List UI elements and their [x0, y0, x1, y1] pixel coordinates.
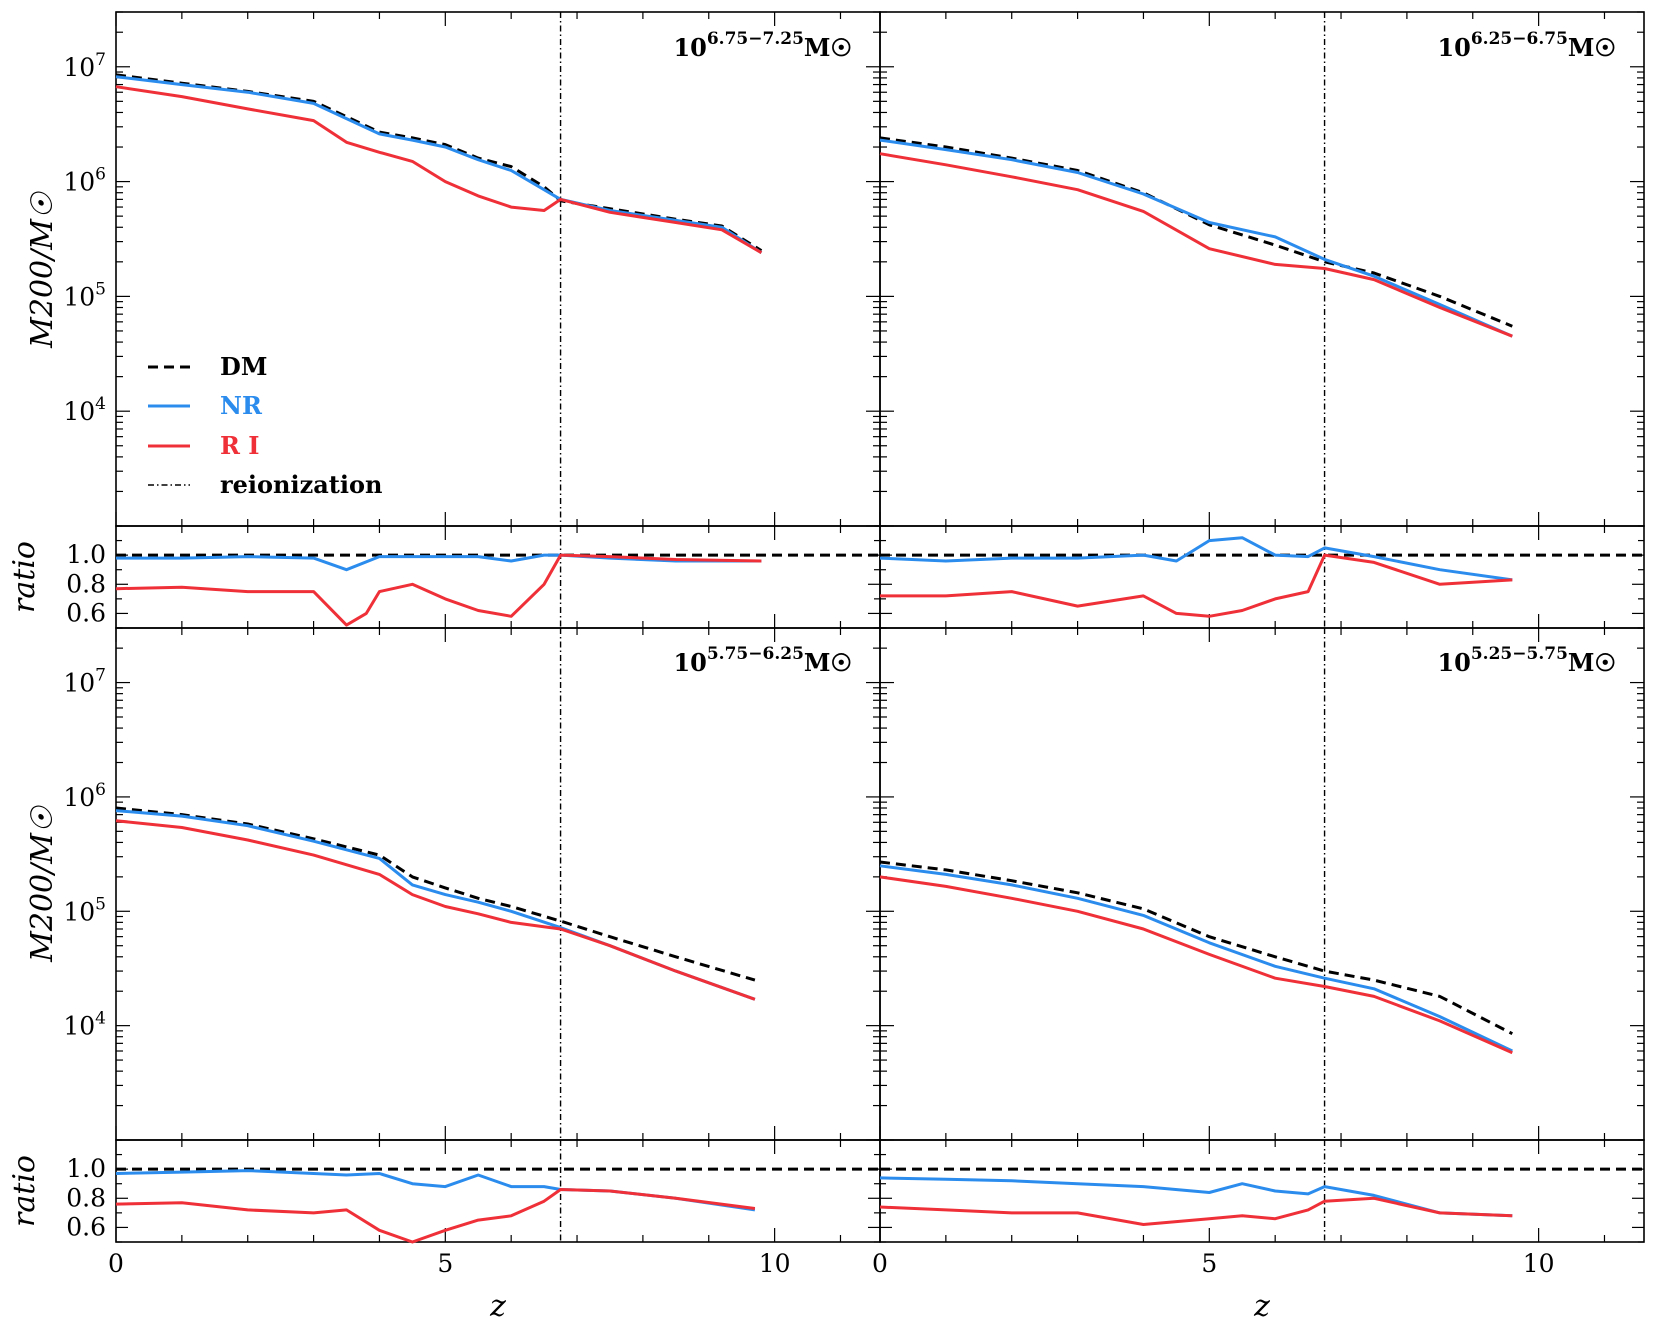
x-tick-label-left: 5	[437, 1249, 453, 1278]
series-ri-top-left	[115, 85, 763, 254]
xlabel-left: z	[489, 1289, 506, 1324]
panel-label-bottom-right: 105.25−5.75M☉	[1437, 644, 1616, 677]
series-nr-top-right	[879, 138, 1513, 338]
y-tick-label-main: 105	[63, 894, 106, 926]
series-dm-bottom-right	[879, 860, 1513, 1036]
axes-frames	[115, 11, 1645, 1243]
y-tick-label-ratio: 0.6	[66, 598, 106, 627]
y-tick-label-ratio: 1.0	[66, 1154, 106, 1183]
legend: DM NR R I reionization	[148, 352, 382, 499]
series-ri-top-right	[879, 152, 1513, 338]
panel-label-bottom-left: 105.75−6.25M☉	[673, 644, 852, 677]
y-tick-label-main: 107	[63, 50, 106, 82]
panel-label-top-right: 106.25−6.75M☉	[1437, 29, 1616, 62]
ylabel-ratio-top: ratio	[7, 541, 42, 613]
legend-nr-label: NR	[220, 391, 263, 420]
ylabel-main-bottom: M200/M☉	[25, 805, 60, 963]
ratio-top-right-frame	[879, 525, 1645, 629]
x-tick-label-right: 10	[1523, 1249, 1555, 1278]
ratio-ri-top-right	[880, 553, 1513, 618]
series-nr-top-left	[115, 75, 763, 254]
x-tick-label-left: 10	[759, 1249, 791, 1278]
y-tick-label-ratio: 0.8	[66, 1183, 106, 1212]
series-nr-bottom-left	[115, 809, 756, 1001]
ratio-nr-top-left	[116, 553, 762, 572]
ratio-nr-top-right	[879, 536, 1513, 582]
series-ri-bottom-right	[879, 875, 1513, 1055]
ratio-ri-bottom-left	[115, 1188, 756, 1244]
y-tick-label-main: 104	[63, 1009, 106, 1041]
series-dm-bottom-left	[115, 806, 756, 982]
legend-dm-label: DM	[220, 352, 267, 381]
ratio-nr-bottom-left	[115, 1169, 756, 1212]
ratio-nr-bottom-right	[879, 1176, 1513, 1218]
x-tick-label-right: 0	[872, 1249, 888, 1278]
y-tick-label-main: 106	[63, 780, 106, 812]
ratio-ri-bottom-right	[879, 1196, 1513, 1226]
x-tick-label-right: 5	[1201, 1249, 1217, 1278]
ylabel-ratio-bottom: ratio	[7, 1155, 42, 1227]
axis-ticks: 0 5 101041051061071041051061070.60.81.00.6…	[63, 11, 1644, 1278]
ylabel-main-top: M200/M☉	[25, 191, 60, 349]
panel-bottom-left-frame	[115, 627, 881, 1141]
data-lines	[115, 12, 1644, 1244]
panel-label-top-left: 106.75−7.25M☉	[673, 29, 852, 62]
y-tick-label-main: 106	[63, 165, 106, 197]
y-tick-label-ratio: 1.0	[66, 540, 106, 569]
legend-reionization-label: reionization	[220, 470, 382, 499]
y-tick-label-main: 104	[63, 394, 106, 426]
y-tick-label-ratio: 0.8	[66, 569, 106, 598]
panel-bottom-right-frame	[879, 627, 1645, 1141]
y-tick-label-main: 107	[63, 666, 106, 698]
series-ri-bottom-left	[115, 819, 756, 1001]
y-tick-label-ratio: 0.6	[66, 1212, 106, 1241]
x-tick-label-left: 0	[108, 1249, 124, 1278]
series-nr-bottom-right	[879, 864, 1513, 1053]
legend-ri-label: R I	[220, 431, 260, 460]
ratio-ri-top-left	[115, 553, 762, 627]
series-dm-top-right	[879, 136, 1513, 328]
ratio-bottom-right-frame	[879, 1139, 1645, 1243]
panel-top-right-frame	[879, 11, 1645, 527]
xlabel-right: z	[1253, 1289, 1270, 1324]
ratio-bottom-left-frame	[115, 1139, 881, 1243]
y-tick-label-main: 105	[63, 279, 106, 311]
